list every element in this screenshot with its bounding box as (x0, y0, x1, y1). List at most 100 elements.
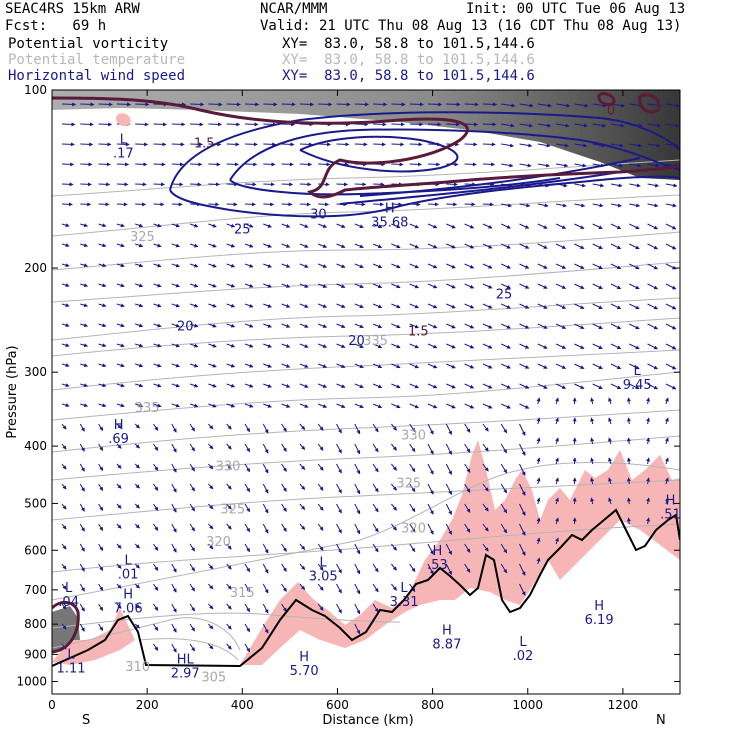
wind-vector-576 (646, 417, 651, 425)
y-tick-label-1: 200 (24, 261, 47, 275)
wind-vector-775 (98, 563, 104, 572)
wind-vector-522 (281, 403, 291, 408)
wind-vector-216 (281, 223, 291, 228)
wind-contours (169, 111, 680, 218)
wind-vector-439 (629, 343, 640, 350)
wind-vector-606 (572, 437, 577, 445)
wind-vector-625 (299, 463, 306, 471)
wind-vector-58 (501, 123, 515, 128)
wind-vector-69 (80, 142, 94, 147)
wind-vector-425 (372, 343, 383, 349)
wind-vector-153 (373, 182, 385, 187)
wind-vector-497 (446, 383, 456, 389)
wind-vector-736 (464, 523, 471, 533)
wind-vector-474 (647, 363, 659, 370)
wind-vector-436 (574, 343, 585, 349)
wind-vector-620 (208, 463, 214, 470)
wind-vector-714 (61, 523, 67, 530)
pv-label-0: 1.5 (194, 136, 215, 151)
wind-vector-782 (226, 563, 232, 570)
wind-vector-770 (519, 543, 526, 556)
wind-vector-272 (61, 263, 70, 268)
wind-vector-277 (153, 263, 162, 268)
wind-vector-589 (262, 443, 269, 454)
wind-vector-22 (464, 102, 479, 107)
wind-vector-214 (244, 223, 254, 228)
wind-vector-300 (574, 263, 585, 269)
wind-vector-176 (171, 202, 183, 207)
wind-vector-107 (153, 162, 166, 167)
wind-vector-285 (299, 263, 309, 268)
wind-vector-164 (574, 183, 586, 188)
wind-vector-791 (391, 563, 397, 571)
wind-vector-420 (281, 343, 291, 348)
wind-vector-256 (391, 243, 401, 249)
extremum-type-13: L (519, 635, 527, 650)
x-tick-label-6: 1200 (608, 698, 639, 712)
wind-vector-381 (189, 323, 199, 328)
wind-vector-839 (98, 623, 104, 632)
wind-vector-619 (189, 463, 195, 472)
endpoint-right: N (656, 713, 666, 728)
wind-vector-407 (665, 323, 677, 330)
wind-vector-237 (665, 223, 677, 230)
wind-vector-674 (572, 477, 577, 485)
wind-vector-779 (171, 563, 177, 573)
extremum-14: L1.11 (57, 647, 86, 676)
wind-vector-732 (391, 523, 397, 531)
wind-vector-424 (354, 343, 364, 349)
wind-vector-207 (116, 223, 125, 228)
wind-vector-234 (610, 223, 622, 230)
wind-vector-689 (226, 503, 232, 510)
wind-vector-853 (208, 643, 214, 650)
wind-vector-245 (189, 243, 199, 248)
wind-vector-282 (244, 263, 254, 268)
wind-vector-470 (574, 363, 585, 369)
wind-vector-719 (153, 523, 159, 531)
wind-vector-15 (336, 102, 351, 107)
wind-vector-193 (482, 202, 494, 207)
wind-vector-553 (226, 423, 232, 430)
wind-vector-546 (98, 423, 104, 432)
x-tick-label-1: 200 (136, 698, 159, 712)
wind-vector-725 (262, 523, 269, 534)
wind-vector-502 (537, 383, 548, 389)
wind-vector-697 (372, 503, 379, 513)
wind-vector-462 (427, 363, 438, 369)
wind-vector-837 (61, 623, 67, 630)
extremum-10: H7.06 (114, 588, 143, 617)
wind-vector-179 (226, 202, 238, 207)
wind-vector-643 (626, 457, 631, 465)
wind-vector-486 (244, 383, 254, 388)
wind-vector-568 (500, 423, 508, 434)
wind-vector-188 (391, 202, 403, 207)
wind-vector-127 (519, 163, 532, 168)
wind-vector-757 (281, 543, 287, 552)
wind-vector-661 (336, 483, 342, 494)
wind-vector-531 (446, 403, 456, 409)
wind-vector-526 (354, 403, 364, 409)
wind-vector-172 (98, 202, 110, 207)
wind-vector-616 (134, 463, 140, 469)
wind-vector-350 (244, 303, 254, 308)
wind-vector-262 (500, 243, 511, 249)
wind-vector-437 (592, 343, 603, 350)
wind-vector-244 (171, 243, 181, 248)
wind-vector-680 (61, 503, 67, 510)
wind-vector-621 (226, 463, 232, 470)
wind-vector-279 (189, 263, 199, 268)
wind-vector-575 (626, 417, 631, 425)
wind-vector-830 (244, 603, 251, 613)
wind-vector-651 (153, 483, 159, 491)
wind-vector-318 (281, 283, 291, 288)
wind-vector-38 (135, 122, 149, 127)
wind-vector-133 (629, 163, 642, 168)
field-wind-name: Horizontal wind speed (8, 68, 186, 84)
wind-vector-489 (299, 383, 309, 388)
wind-vector-705 (519, 503, 526, 516)
wind-vector-490 (318, 383, 328, 388)
wind-vector-654 (208, 483, 214, 490)
wind-vector-148 (281, 182, 294, 187)
extremum-type-3: H (114, 418, 124, 433)
theta-label-2: 330 (401, 429, 426, 444)
